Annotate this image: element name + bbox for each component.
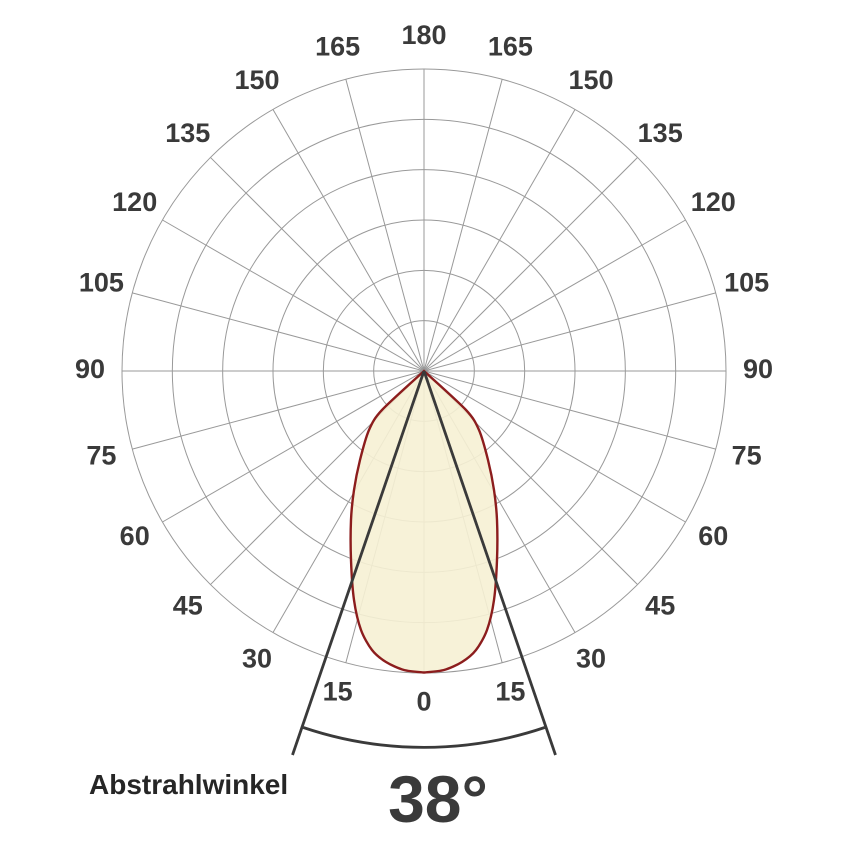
svg-text:165: 165: [315, 32, 360, 62]
svg-text:135: 135: [638, 118, 683, 148]
svg-text:30: 30: [242, 643, 272, 673]
svg-text:120: 120: [691, 187, 736, 217]
svg-text:150: 150: [234, 65, 279, 95]
svg-text:90: 90: [743, 354, 773, 384]
svg-text:60: 60: [698, 521, 728, 551]
svg-text:75: 75: [86, 441, 116, 471]
svg-text:Abstrahlwinkel: Abstrahlwinkel: [89, 769, 288, 800]
svg-text:90: 90: [75, 354, 105, 384]
svg-text:165: 165: [488, 32, 533, 62]
svg-text:150: 150: [568, 65, 613, 95]
svg-text:0: 0: [416, 687, 431, 717]
svg-text:15: 15: [495, 677, 525, 707]
svg-text:105: 105: [79, 268, 124, 298]
svg-text:60: 60: [120, 521, 150, 551]
svg-text:105: 105: [724, 268, 769, 298]
svg-text:45: 45: [173, 590, 203, 620]
svg-text:180: 180: [401, 20, 446, 50]
svg-text:45: 45: [645, 590, 675, 620]
svg-text:75: 75: [732, 441, 762, 471]
svg-text:30: 30: [576, 643, 606, 673]
svg-text:135: 135: [165, 118, 210, 148]
svg-text:15: 15: [323, 677, 353, 707]
svg-text:38°: 38°: [388, 762, 488, 836]
svg-text:120: 120: [112, 187, 157, 217]
